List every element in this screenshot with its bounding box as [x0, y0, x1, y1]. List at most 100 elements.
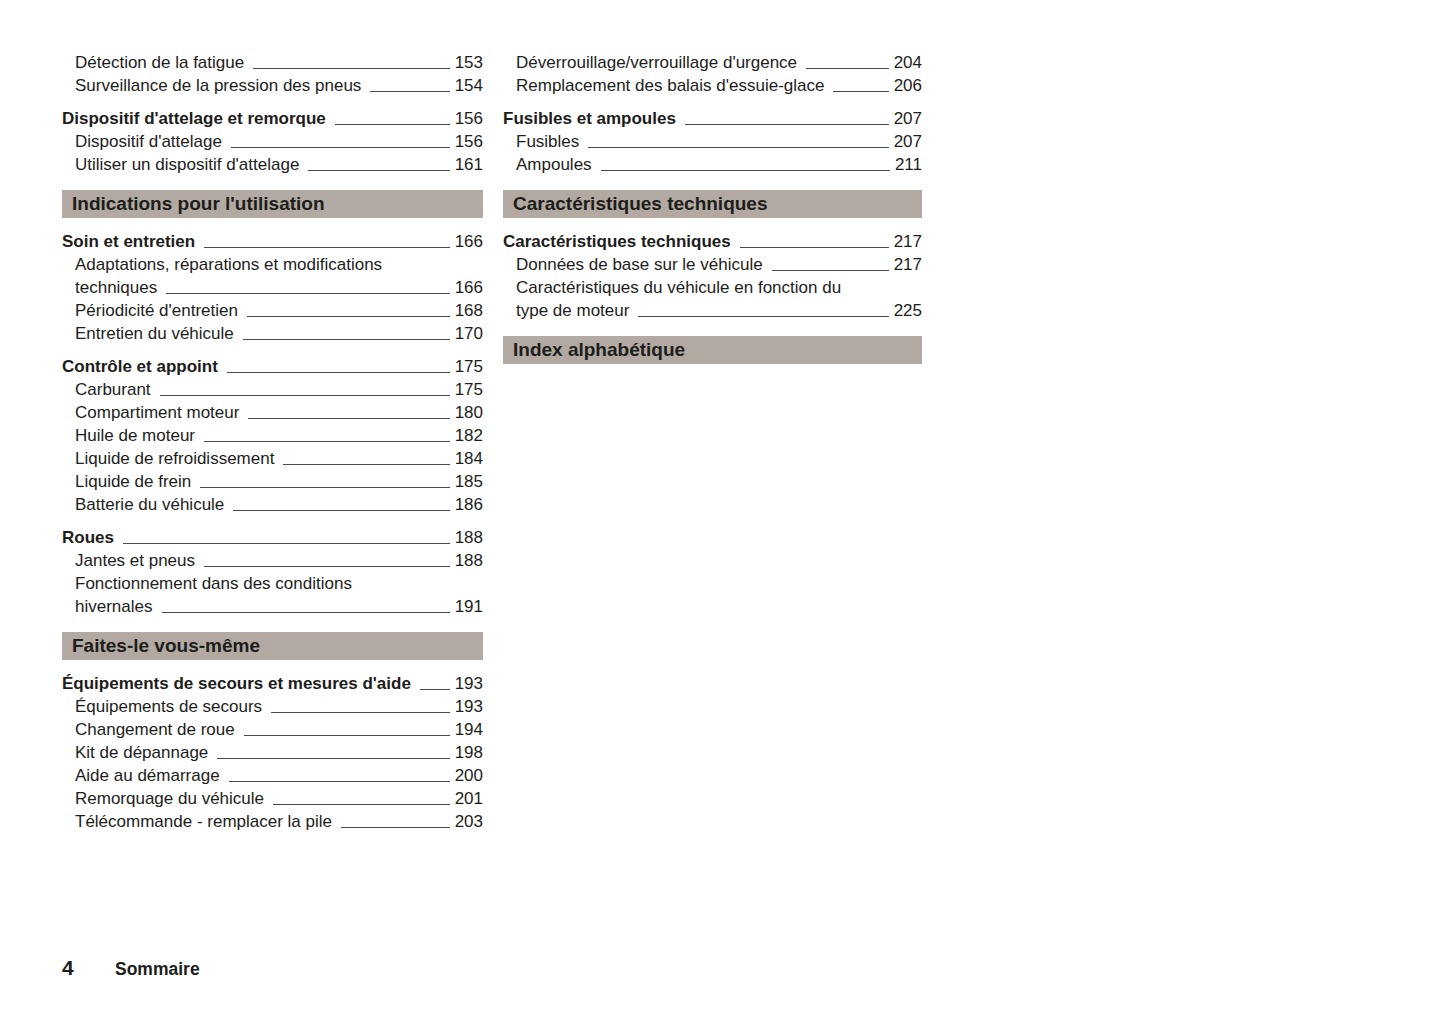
leader-line [217, 758, 449, 759]
leader-line [740, 247, 889, 248]
toc-entry-label: Liquide de frein [75, 470, 191, 493]
section-header-label: Index alphabétique [513, 339, 685, 360]
toc-entry-page: 217 [894, 253, 922, 276]
toc-entry-page: 156 [455, 107, 483, 130]
toc-entry-page: 168 [455, 299, 483, 322]
toc-columns: Détection de la fatigue153Surveillance d… [62, 51, 922, 833]
toc-entry-page: 198 [455, 741, 483, 764]
toc-entry: Roues188 [62, 526, 483, 549]
toc-entry-page: 207 [894, 130, 922, 153]
leader-line [341, 827, 450, 828]
leader-line [283, 464, 449, 465]
toc-entry-line: Caractéristiques techniques 217 [503, 230, 922, 253]
toc-entry: Compartiment moteur180 [62, 401, 483, 424]
toc-entry-page: 194 [455, 718, 483, 741]
toc-entry-label: Détection de la fatigue [75, 51, 244, 74]
toc-entry-line: Contrôle et appoint175 [62, 355, 483, 378]
toc-entry-label: Soin et entretien [62, 230, 195, 253]
section-header-bar: Indications pour l'utilisation [62, 190, 483, 218]
leader-line [247, 316, 450, 317]
section-header-bar: Faites-le vous-même [62, 632, 483, 660]
toc-entry-label: Changement de roue [75, 718, 235, 741]
toc-entry-line: Jantes et pneus188 [62, 549, 483, 572]
toc-entry-line: Déverrouillage/verrouillage d'urgence204 [503, 51, 922, 74]
toc-entry-line: Caractéristiques du véhicule en fonction… [503, 276, 922, 299]
toc-entry: Surveillance de la pression des pneus154 [62, 74, 483, 97]
toc-entry: Périodicité d'entretien 168 [62, 299, 483, 322]
leader-line [772, 270, 889, 271]
toc-entry-page: 188 [455, 526, 483, 549]
leader-line [204, 566, 450, 567]
toc-group: Équipements de secours et mesures d'aide… [62, 672, 483, 833]
toc-entry-label: Fonctionnement dans des conditions [75, 572, 352, 595]
toc-entry-page: 201 [455, 787, 483, 810]
toc-entry-line: Utiliser un dispositif d'attelage161 [62, 153, 483, 176]
toc-entry-label: techniques [75, 276, 157, 299]
toc-entry-page: 225 [894, 299, 922, 322]
toc-entry: Carburant175 [62, 378, 483, 401]
toc-entry: Détection de la fatigue 153 [62, 51, 483, 74]
toc-entry-page: 203 [455, 810, 483, 833]
toc-entry-page: 186 [455, 493, 483, 516]
toc-entry: Contrôle et appoint175 [62, 355, 483, 378]
toc-entry: Caractéristiques du véhicule en fonction… [503, 276, 922, 322]
toc-entry: Remorquage du véhicule 201 [62, 787, 483, 810]
toc-entry-line: Entretien du véhicule170 [62, 322, 483, 345]
leader-line [420, 689, 450, 690]
toc-entry-label: Caractéristiques techniques [503, 230, 731, 253]
section-header-bar: Index alphabétique [503, 336, 922, 364]
toc-entry-label: Adaptations, réparations et modification… [75, 253, 382, 276]
toc-entry-label: Dispositif d'attelage et remorque [62, 107, 326, 130]
leader-line [204, 441, 450, 442]
leader-line [229, 781, 450, 782]
toc-entry-page: 180 [455, 401, 483, 424]
leader-line [335, 124, 450, 125]
section-header-label: Caractéristiques techniques [513, 193, 767, 214]
toc-entry-label: Liquide de refroidissement [75, 447, 274, 470]
toc-column-right: Déverrouillage/verrouillage d'urgence204… [503, 51, 922, 833]
leader-line [200, 487, 449, 488]
toc-entry-page: 153 [455, 51, 483, 74]
leader-line [638, 316, 888, 317]
toc-entry-line: Dispositif d'attelage156 [62, 130, 483, 153]
leader-line [308, 170, 449, 171]
leader-line [248, 418, 449, 419]
toc-entry-label: Fusibles [516, 130, 579, 153]
toc-entry-line: Fonctionnement dans des conditions [62, 572, 483, 595]
leader-line [160, 395, 450, 396]
toc-entry-label: Dispositif d'attelage [75, 130, 222, 153]
toc-entry-label: Périodicité d'entretien [75, 299, 238, 322]
toc-entry: Ampoules211 [503, 153, 922, 176]
toc-entry-page: 217 [894, 230, 922, 253]
toc-entry: Remplacement des balais d'essuie-glace20… [503, 74, 922, 97]
toc-entry-line: Équipements de secours193 [62, 695, 483, 718]
leader-line [123, 543, 450, 544]
toc-entry: Adaptations, réparations et modification… [62, 253, 483, 299]
toc-entry-label: Surveillance de la pression des pneus [75, 74, 361, 97]
toc-group: Caractéristiques techniques 217Données de… [503, 230, 922, 322]
toc-entry: Télécommande - remplacer la pile203 [62, 810, 483, 833]
toc-group: Détection de la fatigue153Surveillance d… [62, 51, 483, 97]
toc-entry-page: 207 [894, 107, 922, 130]
toc-entry-label: Remorquage du véhicule [75, 787, 264, 810]
toc-entry-line: hivernales191 [62, 595, 483, 618]
toc-entry: Huile de moteur182 [62, 424, 483, 447]
toc-entry-page: 188 [455, 549, 483, 572]
toc-entry: Données de base sur le véhicule217 [503, 253, 922, 276]
toc-entry-line: Détection de la fatigue 153 [62, 51, 483, 74]
toc-entry: Équipements de secours193 [62, 695, 483, 718]
toc-entry-line: Batterie du véhicule186 [62, 493, 483, 516]
toc-entry-page: 191 [455, 595, 483, 618]
toc-entry-line: Surveillance de la pression des pneus154 [62, 74, 483, 97]
toc-entry-label: Entretien du véhicule [75, 322, 234, 345]
toc-entry-page: 175 [455, 378, 483, 401]
toc-entry-label: Aide au démarrage [75, 764, 220, 787]
toc-entry: Dispositif d'attelage156 [62, 130, 483, 153]
leader-line [685, 124, 889, 125]
leader-line [227, 372, 450, 373]
toc-entry-label: Équipements de secours et mesures d'aide [62, 672, 411, 695]
toc-entry-line: Carburant175 [62, 378, 483, 401]
toc-entry-line: Aide au démarrage200 [62, 764, 483, 787]
toc-entry-label: Fusibles et ampoules [503, 107, 676, 130]
toc-entry-line: techniques166 [62, 276, 483, 299]
